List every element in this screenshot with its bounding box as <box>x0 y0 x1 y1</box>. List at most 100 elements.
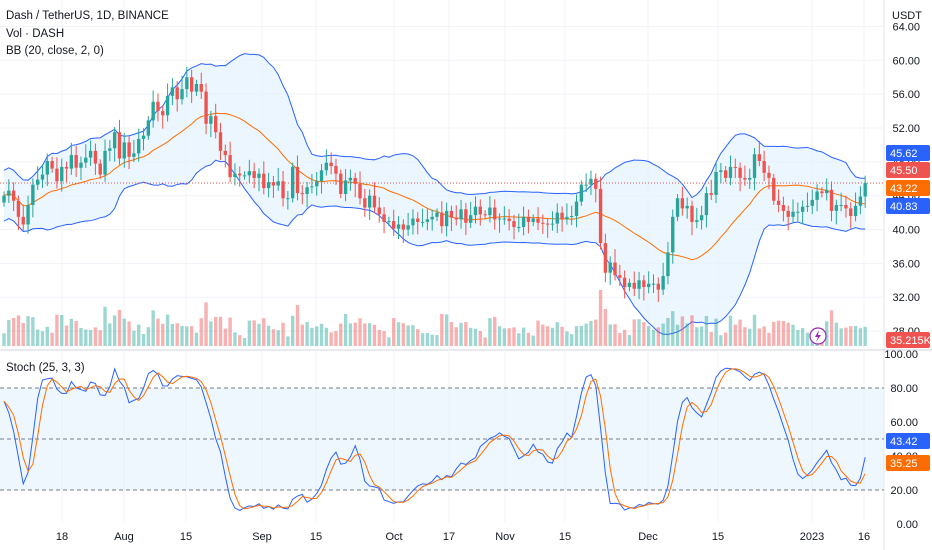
candle-body <box>353 177 357 184</box>
candle-body <box>425 219 430 222</box>
candle-body <box>459 209 463 220</box>
volume-bar <box>218 316 223 346</box>
candle-body <box>194 84 199 92</box>
volume-bar <box>40 331 45 346</box>
candle-body <box>757 154 762 161</box>
volume-bar <box>295 305 300 346</box>
volume-bar <box>387 337 391 346</box>
volume-bar <box>834 322 839 346</box>
bb-basis-line <box>3 112 866 261</box>
volume-bar <box>290 315 295 346</box>
volume-bar <box>791 324 795 346</box>
volume-bar <box>738 319 742 346</box>
volume-bar <box>603 309 608 346</box>
candle-body <box>834 205 839 211</box>
stoch-tick-label: 100.00 <box>884 349 918 361</box>
candle-body <box>786 210 790 217</box>
candle-body <box>372 195 377 208</box>
stoch-badge-label: 43.42 <box>890 436 918 448</box>
volume-bar <box>839 328 843 346</box>
time-tick-label: 15 <box>310 531 322 543</box>
price-tick-label: 36.00 <box>892 258 920 270</box>
currency-label: USDT <box>892 10 922 22</box>
price-tick-label: 32.00 <box>892 292 920 304</box>
volume-bar <box>685 323 689 346</box>
candle-body <box>608 262 612 273</box>
volume-bar <box>853 326 858 346</box>
candle-body <box>671 216 675 253</box>
price-tick-label: 64.00 <box>892 21 920 33</box>
volume-bar <box>478 331 482 346</box>
volume-bar <box>699 326 704 346</box>
volume-bar <box>752 314 757 346</box>
volume-bar <box>252 320 256 346</box>
candle-body <box>281 181 285 199</box>
price-pane[interactable] <box>0 53 884 335</box>
candle-body <box>565 216 569 220</box>
stoch-pane[interactable] <box>0 367 884 512</box>
candle-body <box>262 173 266 189</box>
stoch-tick-label: 0.00 <box>897 519 918 531</box>
candle-body <box>26 205 30 225</box>
candle-body <box>382 214 386 222</box>
volume-bar <box>300 324 304 346</box>
volume-bar <box>863 326 867 346</box>
time-tick-label: 15 <box>180 531 192 543</box>
candle-body <box>64 166 69 169</box>
candle-body <box>815 191 819 200</box>
volume-bar <box>526 332 531 346</box>
candle-body <box>800 206 805 212</box>
volume-bar <box>651 330 656 346</box>
volume-legend[interactable]: Vol · DASH <box>6 28 65 40</box>
stoch-badge <box>886 455 930 471</box>
volume-bar <box>517 333 521 346</box>
volume-bar <box>122 318 126 346</box>
volume-bar <box>680 316 685 346</box>
candle-body <box>74 155 78 168</box>
candle-body <box>84 157 88 163</box>
candle-body <box>11 190 16 201</box>
volume-bar <box>156 318 160 346</box>
volume-bar <box>84 329 88 346</box>
volume-bar <box>459 322 463 346</box>
volume-bar <box>733 324 737 346</box>
candle-body <box>60 166 64 182</box>
candle-body <box>290 166 295 199</box>
bb-legend[interactable]: BB (20, close, 2, 0) <box>6 45 104 57</box>
candle-body <box>781 205 786 211</box>
symbol-legend[interactable]: Dash / TetherUS, 1D, BINANCE <box>6 10 169 22</box>
volume-bar <box>858 328 863 346</box>
candle-body <box>108 148 112 151</box>
volume-bar <box>762 326 766 346</box>
volume-bar <box>64 325 69 346</box>
candle-body <box>122 142 126 159</box>
candle-body <box>329 162 333 167</box>
volume-bar <box>209 321 213 346</box>
volume-bar <box>781 321 786 346</box>
price-badge <box>886 198 930 214</box>
candle-body <box>478 206 482 215</box>
candle-body <box>35 179 40 185</box>
candle-body <box>454 217 458 220</box>
stoch-legend[interactable]: Stoch (25, 3, 3) <box>6 362 85 374</box>
candle-body <box>247 171 252 176</box>
candle-body <box>699 215 704 221</box>
volume-bar <box>45 326 49 346</box>
volume-bar <box>339 323 343 346</box>
time-tick-label: 15 <box>712 531 724 543</box>
volume-bar <box>180 326 184 346</box>
volume-bar <box>449 322 454 346</box>
candle-body <box>358 183 362 199</box>
stoch-k-line <box>3 367 866 512</box>
time-tick-label: Nov <box>495 531 515 543</box>
candle-body <box>242 175 247 177</box>
candle-body <box>637 280 641 289</box>
volume-bar <box>430 334 434 346</box>
candle-body <box>363 198 367 208</box>
volume-bar <box>454 327 458 346</box>
candle-body <box>416 218 420 222</box>
volume-bar <box>262 318 266 346</box>
volume-bar <box>666 318 670 346</box>
candle-body <box>545 223 550 225</box>
